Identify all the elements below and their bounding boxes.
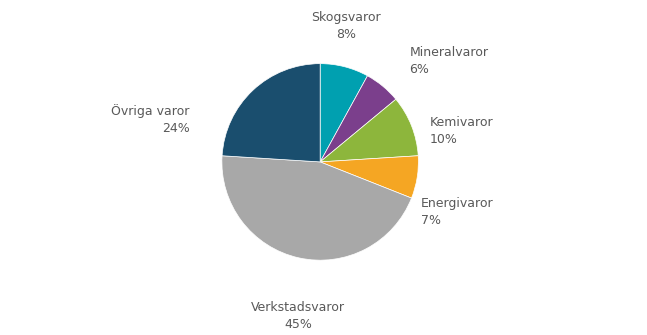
Text: Energivaror
7%: Energivaror 7% [421,197,493,227]
Wedge shape [222,156,411,260]
Wedge shape [320,64,367,162]
Text: Mineralvaror
6%: Mineralvaror 6% [410,47,488,76]
Text: Övriga varor
24%: Övriga varor 24% [111,104,190,135]
Wedge shape [222,64,320,162]
Text: Verkstadsvaror
45%: Verkstadsvaror 45% [251,301,345,331]
Text: Kemivaror
10%: Kemivaror 10% [430,116,493,146]
Wedge shape [320,156,419,198]
Wedge shape [320,99,418,162]
Text: Skogsvaror
8%: Skogsvaror 8% [311,11,380,41]
Wedge shape [320,76,396,162]
